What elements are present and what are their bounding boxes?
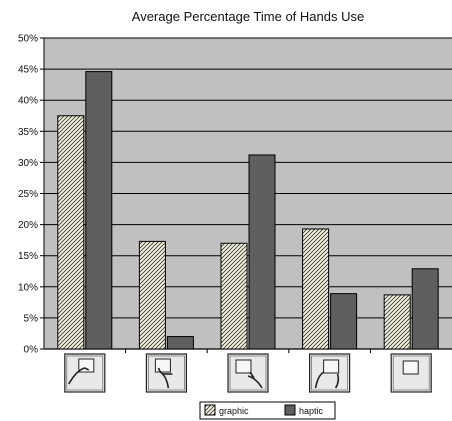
single-object-sketch-icon xyxy=(390,353,432,393)
y-tick-label: 5% xyxy=(24,313,39,324)
legend-box xyxy=(199,401,336,420)
chart-title: Average Percentage Time of Hands Use xyxy=(131,9,365,24)
bar-graphic-4 xyxy=(302,228,330,350)
bar-haptic-2 xyxy=(166,336,194,350)
legend-label-graphic: graphic xyxy=(219,406,249,416)
legend: graphic haptic xyxy=(199,401,336,420)
bar-graphic-5 xyxy=(383,294,411,350)
bar-haptic-3 xyxy=(248,154,276,350)
legend-swatch-graphic xyxy=(204,404,216,416)
bar-haptic-5 xyxy=(411,268,439,350)
two-hand-hold-sketch-icon xyxy=(145,353,187,393)
y-tick-label: 15% xyxy=(18,251,38,262)
bar-haptic-1 xyxy=(85,71,113,350)
y-tick-label: 0% xyxy=(24,345,39,356)
y-tick-label: 20% xyxy=(18,220,38,231)
bar-haptic-4 xyxy=(330,293,358,350)
y-tick-label: 10% xyxy=(18,282,38,293)
two-hands-touch-sketch-icon xyxy=(309,353,351,393)
bar-graphic-2 xyxy=(138,240,166,350)
one-hand-touch-sketch-icon xyxy=(64,353,106,393)
y-tick-label: 40% xyxy=(18,96,38,107)
hand-drag-sketch-icon xyxy=(227,353,269,393)
y-tick-label: 30% xyxy=(18,158,38,169)
y-tick-label: 35% xyxy=(18,127,38,138)
legend-label-haptic: haptic xyxy=(299,406,324,416)
y-tick-label: 25% xyxy=(18,189,38,200)
y-tick-label: 45% xyxy=(18,65,38,76)
legend-swatch-haptic xyxy=(284,404,296,416)
bar-graphic-3 xyxy=(220,242,248,350)
bar-graphic-1 xyxy=(57,115,85,350)
y-tick-label: 50% xyxy=(18,34,38,45)
